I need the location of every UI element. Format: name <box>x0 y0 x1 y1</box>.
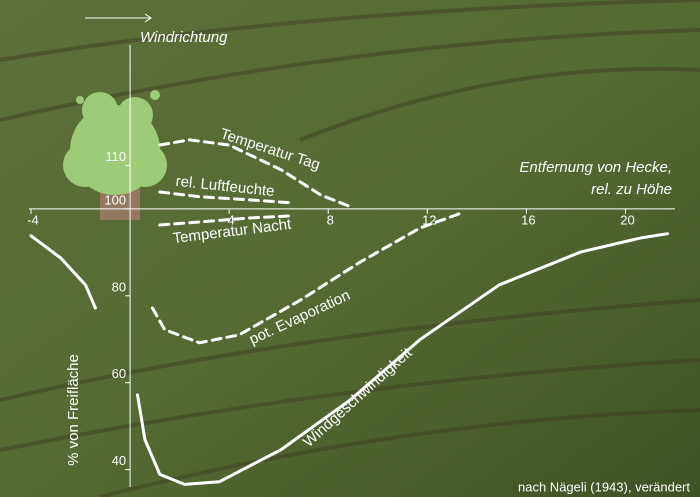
series-line <box>158 138 353 209</box>
x-tick-label: 8 <box>327 212 334 227</box>
series-line <box>29 232 670 486</box>
x-axis-label: rel. zu Höhe <box>591 181 672 198</box>
y-tick-label: 100 <box>104 192 126 207</box>
y-tick-label: 110 <box>105 149 126 164</box>
y-tick-label: 60 <box>112 366 126 381</box>
series-line <box>150 212 462 345</box>
x-tick-label: 20 <box>620 212 634 227</box>
chart-title: Windrichtung <box>140 29 228 46</box>
x-tick-label: 12 <box>422 212 436 227</box>
x-tick-label: 16 <box>521 212 535 227</box>
x-tick-label: 4 <box>228 212 235 227</box>
wind-arrow-head <box>144 13 152 23</box>
x-axis-label: Entfernung von Hecke, <box>519 159 672 176</box>
y-axis-label: % von Freifläche <box>65 354 82 466</box>
source: nach Nägeli (1943), verändert <box>518 479 690 494</box>
series-line <box>158 214 293 227</box>
x-tick-label: -4 <box>27 212 39 227</box>
y-tick-label: 40 <box>112 453 126 468</box>
series-line <box>158 190 293 205</box>
tree-icon <box>63 90 167 220</box>
y-tick-label: 80 <box>112 279 126 294</box>
